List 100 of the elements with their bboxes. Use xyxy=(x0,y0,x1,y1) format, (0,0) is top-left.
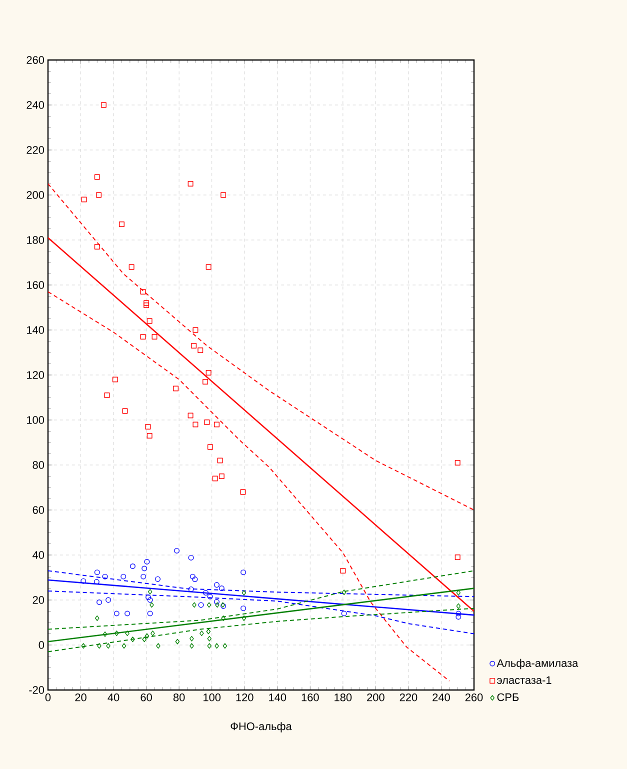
y-tick-label: 200 xyxy=(26,191,44,199)
y-tick-label: 180 xyxy=(27,236,44,244)
point xyxy=(114,610,120,616)
point xyxy=(198,602,204,608)
point xyxy=(214,582,220,588)
point xyxy=(192,422,198,428)
y-tick-label: 140 xyxy=(27,326,44,334)
x-tick-label: 160 xyxy=(302,694,319,702)
point xyxy=(454,554,460,560)
point xyxy=(124,610,130,616)
x-tick-label: 140 xyxy=(269,694,286,702)
point xyxy=(80,578,86,584)
point xyxy=(118,222,124,227)
y-tick-label: 40 xyxy=(32,551,44,559)
x-tick-label: 120 xyxy=(236,694,254,702)
point xyxy=(175,638,180,644)
point xyxy=(240,606,246,612)
point xyxy=(190,643,194,649)
y-tick-label: 80 xyxy=(32,461,44,469)
point xyxy=(94,570,100,576)
point xyxy=(122,408,128,414)
x-axis-title: ФНО-альфа xyxy=(230,722,292,732)
point xyxy=(120,574,126,580)
point xyxy=(340,568,346,574)
y-tick-label: 160 xyxy=(27,281,44,289)
point xyxy=(114,630,119,636)
point xyxy=(97,643,102,649)
point xyxy=(140,289,146,294)
point xyxy=(220,192,226,198)
point xyxy=(145,424,151,430)
point xyxy=(207,636,212,642)
point xyxy=(81,643,86,649)
x-tick-label: 240 xyxy=(432,694,450,702)
x-tick-label: 60 xyxy=(140,694,152,702)
point xyxy=(454,460,460,466)
point xyxy=(95,615,100,621)
point xyxy=(207,643,212,649)
x-tick-label: 200 xyxy=(367,694,384,702)
point xyxy=(104,392,110,398)
line-series xyxy=(48,608,474,652)
point xyxy=(192,602,196,608)
line-series xyxy=(48,291,450,682)
y-tick-label: 0 xyxy=(38,641,44,649)
x-tick-label: 100 xyxy=(204,694,221,702)
point xyxy=(122,643,126,649)
point xyxy=(147,597,153,603)
point xyxy=(206,602,212,608)
point xyxy=(144,633,150,639)
point xyxy=(106,643,110,649)
point xyxy=(214,599,220,605)
y-tick-label: 20 xyxy=(32,596,44,604)
point xyxy=(207,444,213,450)
point xyxy=(342,590,346,596)
point xyxy=(142,636,146,642)
point xyxy=(106,597,112,603)
x-tick-label: 20 xyxy=(75,694,86,702)
point xyxy=(456,614,462,620)
point xyxy=(215,602,220,608)
point xyxy=(130,564,136,569)
point xyxy=(96,600,102,605)
point xyxy=(240,570,246,576)
point xyxy=(144,300,150,306)
point xyxy=(212,476,218,482)
point xyxy=(198,348,204,353)
point xyxy=(192,576,198,582)
point xyxy=(206,370,212,376)
point xyxy=(188,181,194,186)
y-tick-label: 220 xyxy=(26,146,44,154)
point xyxy=(144,559,150,564)
point xyxy=(190,636,194,642)
point xyxy=(206,264,212,270)
point xyxy=(207,594,213,600)
point xyxy=(203,590,209,596)
line-series xyxy=(48,183,474,510)
point xyxy=(112,376,118,382)
point xyxy=(200,630,204,636)
point xyxy=(146,594,152,600)
point xyxy=(341,610,347,616)
point xyxy=(128,264,134,270)
legend-label: Альфа-амилаза xyxy=(496,658,578,670)
point xyxy=(214,422,220,428)
x-tick-label: 260 xyxy=(465,694,483,702)
point xyxy=(140,334,146,340)
point xyxy=(456,590,461,596)
point xyxy=(140,574,146,580)
point xyxy=(146,433,152,438)
point xyxy=(221,615,226,621)
point xyxy=(218,474,224,479)
point xyxy=(130,636,135,642)
point xyxy=(102,631,108,637)
point xyxy=(152,334,158,340)
x-tick-label: 80 xyxy=(173,694,185,702)
point xyxy=(94,174,100,180)
point xyxy=(456,610,462,616)
point xyxy=(100,102,106,108)
point xyxy=(144,302,150,308)
point xyxy=(148,588,152,594)
point xyxy=(217,458,223,464)
y-tick-label: 100 xyxy=(27,416,44,424)
y-tick-label: 120 xyxy=(27,371,44,379)
